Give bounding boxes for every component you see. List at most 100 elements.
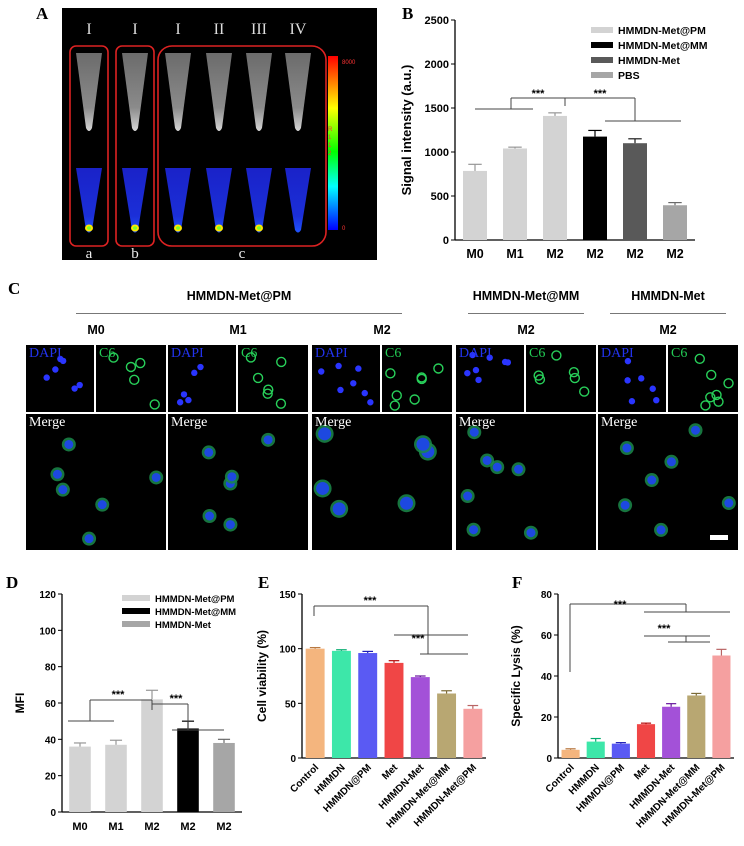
cell-nucleus bbox=[97, 500, 107, 510]
dapi-image-1: DAPI bbox=[26, 345, 94, 412]
cell-ring bbox=[569, 372, 581, 384]
category-label-4: Met bbox=[632, 762, 652, 782]
bar-2 bbox=[331, 650, 351, 758]
dapi-image-5: DAPI bbox=[598, 345, 666, 412]
c6-image-4: C6 bbox=[526, 345, 596, 412]
cell-nucleus bbox=[463, 491, 473, 501]
y-tick-label: 40 bbox=[45, 735, 57, 746]
bar-7 bbox=[712, 655, 731, 758]
nucleus bbox=[176, 399, 184, 406]
panel-c-letter: C bbox=[8, 279, 21, 298]
cell-ring bbox=[433, 363, 444, 374]
legend-swatch-3 bbox=[591, 57, 613, 63]
c6-image-3: C6 bbox=[382, 345, 452, 412]
cell-nucleus bbox=[227, 472, 237, 482]
bar-6 bbox=[437, 693, 457, 758]
dapi-label-4: DAPI bbox=[459, 346, 492, 361]
bar-3 bbox=[358, 653, 378, 758]
cell-nucleus bbox=[416, 437, 430, 451]
bar-4 bbox=[583, 136, 607, 240]
cell-ring bbox=[723, 378, 734, 389]
y-tick-label: 120 bbox=[39, 590, 56, 601]
y-tick-label: 40 bbox=[541, 672, 553, 683]
bar-5 bbox=[213, 742, 235, 812]
group-label-a: a bbox=[86, 246, 93, 260]
cell-ring bbox=[389, 400, 401, 411]
cell-ring bbox=[416, 373, 427, 385]
colorbar bbox=[328, 56, 338, 230]
bar-1 bbox=[463, 170, 487, 240]
tube-gray-1 bbox=[76, 53, 102, 131]
bar-2 bbox=[503, 148, 527, 240]
c6-image-1: C6 bbox=[96, 345, 166, 412]
legend-swatch-2 bbox=[122, 608, 150, 614]
legend-swatch-3 bbox=[122, 621, 150, 627]
cell-nucleus bbox=[332, 502, 346, 516]
dapi-image-4: DAPI bbox=[456, 345, 524, 412]
cell-nucleus bbox=[52, 469, 62, 479]
chart-d: 0 20 40 60 80 100 120 MFI M0 M1 M2 M2 M2 HMMDN-Met@PM… bbox=[13, 590, 242, 833]
cell-nucleus bbox=[620, 500, 630, 510]
nucleus bbox=[76, 381, 83, 389]
bar-1 bbox=[305, 648, 325, 758]
nucleus bbox=[628, 398, 636, 405]
cell-ring bbox=[385, 368, 396, 379]
bar-5 bbox=[623, 143, 647, 240]
y-tick-label: 100 bbox=[279, 645, 296, 656]
cell-nucleus bbox=[204, 447, 214, 457]
dapi-label-3: DAPI bbox=[315, 346, 348, 361]
group-label-b: b bbox=[131, 246, 139, 260]
y-tick-label: 100 bbox=[39, 626, 56, 637]
significance-bracket-2: *** bbox=[151, 693, 224, 731]
nucleus bbox=[367, 399, 374, 406]
chart-b: 0 500 1000 1500 2000 2500 Signal intensity (a.… bbox=[399, 15, 708, 261]
merge-label-2: Merge bbox=[171, 415, 208, 430]
tube-gray-5 bbox=[246, 53, 272, 131]
bar-5 bbox=[410, 677, 430, 758]
cell-nucleus bbox=[64, 439, 74, 449]
cell-ring bbox=[135, 357, 146, 369]
bar-4 bbox=[177, 728, 199, 812]
cell-nucleus bbox=[151, 472, 161, 482]
significance-bracket-2: *** bbox=[565, 88, 681, 122]
y-axis-label: Cell viability (%) bbox=[255, 630, 269, 722]
tube-hotspot-core-3 bbox=[176, 226, 180, 230]
significance-bracket-1: *** bbox=[313, 595, 429, 635]
group-a-outline bbox=[69, 45, 109, 247]
y-tick-label: 500 bbox=[431, 191, 449, 203]
dapi-image-2: DAPI bbox=[168, 345, 236, 412]
cell-ring bbox=[551, 350, 562, 361]
cell-nucleus bbox=[492, 462, 502, 472]
c6-image-5: C6 bbox=[668, 345, 738, 412]
legend-label-1: HMMDN-Met@PM bbox=[618, 25, 706, 37]
category-label-6: M2 bbox=[666, 247, 683, 261]
legend-swatch-1 bbox=[122, 595, 150, 601]
significance-label-2: *** bbox=[658, 623, 672, 635]
significance-label-2: *** bbox=[412, 633, 426, 645]
cell-ring bbox=[568, 367, 580, 378]
merge-label-5: Merge bbox=[601, 415, 638, 430]
cell-ring bbox=[245, 352, 257, 363]
category-label-2: M1 bbox=[108, 821, 123, 833]
nucleus bbox=[469, 351, 476, 359]
cell-nucleus bbox=[656, 525, 666, 535]
legend-label-3: HMMDN-Met bbox=[618, 55, 680, 67]
tube-hotspot-core-5 bbox=[257, 226, 261, 230]
dapi-label-2: DAPI bbox=[171, 346, 204, 361]
y-tick-label: 60 bbox=[541, 631, 553, 642]
group-label-c: c bbox=[239, 246, 246, 260]
nucleus bbox=[57, 355, 64, 363]
cell-nucleus bbox=[84, 534, 94, 544]
nucleus bbox=[197, 363, 204, 371]
cell-ring bbox=[705, 392, 716, 403]
panel-d-letter: D bbox=[6, 573, 19, 592]
significance-bracket-2: *** bbox=[644, 623, 710, 643]
nucleus bbox=[350, 380, 357, 387]
cell-nucleus bbox=[263, 435, 273, 445]
y-tick-label: 60 bbox=[45, 699, 57, 710]
cell-ring bbox=[534, 374, 546, 385]
cell-ring bbox=[700, 400, 711, 411]
